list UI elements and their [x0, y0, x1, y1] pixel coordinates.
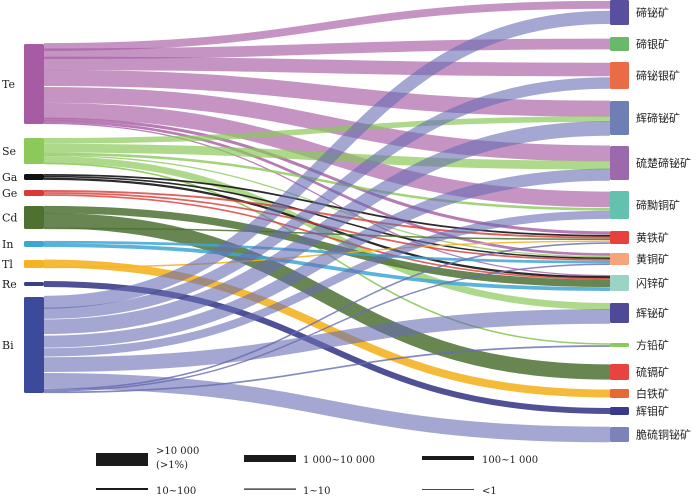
target-node-t7 — [610, 231, 629, 244]
legend-label-xs: 1~10 — [303, 486, 330, 496]
target-label-t7: 黄铁矿 — [636, 231, 669, 245]
target-label-t15: 脆硫铜铋矿 — [636, 428, 691, 442]
target-label-t10: 辉铋矿 — [636, 306, 669, 320]
source-label-te: Te — [2, 78, 15, 91]
legend-swatch-lg — [244, 455, 296, 462]
flow-te-t5 — [43, 86, 611, 162]
flow-ge-t9 — [43, 194, 611, 280]
source-node-tl — [24, 260, 44, 268]
legend-label-lg: 1 000~10 000 — [303, 455, 375, 466]
flow-bi-t4 — [43, 121, 611, 335]
target-node-t15 — [610, 427, 629, 442]
flow-se-t6 — [43, 152, 611, 211]
target-label-t11: 方铅矿 — [636, 338, 669, 352]
source-label-bi: Bi — [2, 339, 14, 352]
target-nodes: 碲铋矿碲银矿碲铋银矿辉碲铋矿硫楚碲铋矿碲黝铜矿黄铁矿黄铜矿闪锌矿辉铋矿方铅矿硫镉… — [610, 0, 691, 442]
flow-bi-t6 — [43, 210, 611, 357]
target-node-t3 — [610, 62, 629, 89]
flow-bi-t1 — [43, 10, 611, 309]
source-node-se — [24, 138, 44, 164]
flow-ga-t8 — [43, 175, 611, 260]
target-node-t13 — [610, 389, 629, 398]
flow-bi-t7 — [43, 242, 611, 391]
target-label-t6: 碲黝铜矿 — [636, 198, 680, 212]
target-node-t2 — [610, 37, 629, 51]
source-node-cd — [24, 206, 44, 229]
flow-cd-t9 — [43, 205, 611, 288]
legend-swatch-sm — [96, 488, 148, 490]
target-node-t14 — [610, 407, 629, 415]
target-node-t5 — [610, 146, 629, 180]
target-label-t1: 碲铋矿 — [636, 6, 669, 20]
flow-bi-t11 — [43, 345, 611, 394]
target-label-t3: 碲铋银矿 — [636, 69, 680, 83]
source-node-re — [24, 282, 44, 286]
target-label-t4: 辉碲铋矿 — [636, 111, 680, 125]
target-label-t14: 辉钼矿 — [636, 404, 669, 418]
flow-ge-t7 — [43, 190, 611, 239]
legend-label-xl-pct: (>1%) — [156, 460, 188, 471]
target-label-t13: 白铁矿 — [636, 387, 669, 401]
target-node-t8 — [610, 253, 629, 265]
legend-swatch-xs — [244, 488, 296, 490]
source-node-bi — [24, 297, 44, 393]
flow-te-t8 — [43, 120, 611, 256]
flow-bi-t10 — [43, 308, 611, 372]
target-label-t2: 碲银矿 — [636, 37, 669, 51]
legend-label-sm: 10~100 — [156, 486, 196, 496]
target-label-t12: 硫镉矿 — [636, 365, 669, 379]
source-node-te — [24, 44, 44, 124]
legend-swatch-xl — [96, 453, 148, 466]
target-label-t5: 硫楚碲铋矿 — [636, 156, 691, 170]
source-node-in — [24, 241, 44, 247]
target-node-t4 — [610, 101, 629, 135]
target-label-t9: 闪锌矿 — [636, 276, 669, 290]
source-label-ga: Ga — [2, 171, 18, 184]
legend-swatch-xxs — [422, 489, 474, 490]
source-node-ga — [24, 174, 44, 180]
source-label-re: Re — [2, 278, 17, 291]
target-node-t1 — [610, 0, 629, 25]
target-node-t6 — [610, 191, 629, 219]
flow-bi-t8 — [43, 263, 611, 392]
target-node-t9 — [610, 275, 629, 291]
flow-bi-t5 — [43, 168, 611, 348]
legend-label-md: 100~1 000 — [482, 455, 538, 466]
flow-layer — [43, 0, 611, 443]
target-node-t11 — [610, 343, 629, 347]
target-label-t8: 黄铜矿 — [636, 252, 669, 266]
flow-tl-t13 — [43, 259, 611, 398]
flow-bi-t3 — [43, 77, 611, 319]
legend: >10 000 (>1%) 1 000~10 000 100~1 000 10~… — [96, 446, 538, 496]
target-node-t12 — [610, 364, 629, 380]
flow-in-t9 — [43, 243, 611, 291]
flow-te-t4 — [43, 69, 611, 117]
source-node-ge — [24, 190, 44, 196]
flow-te-t1 — [43, 0, 611, 51]
legend-label-xxs: <1 — [482, 486, 497, 496]
source-label-se: Se — [2, 145, 16, 158]
source-nodes: Te Se Ga Ge Cd In Tl Re Bi — [2, 44, 44, 393]
flow-te-t2 — [43, 38, 611, 60]
flow-te-t3 — [43, 56, 611, 77]
source-label-cd: Cd — [2, 212, 17, 225]
source-label-ge: Ge — [2, 187, 17, 200]
legend-swatch-md — [422, 456, 474, 460]
flow-se-t4 — [43, 116, 611, 144]
legend-label-xl: >10 000 — [156, 446, 199, 457]
source-label-tl: Tl — [2, 258, 13, 271]
target-node-t10 — [610, 303, 629, 323]
source-label-in: In — [2, 238, 13, 251]
